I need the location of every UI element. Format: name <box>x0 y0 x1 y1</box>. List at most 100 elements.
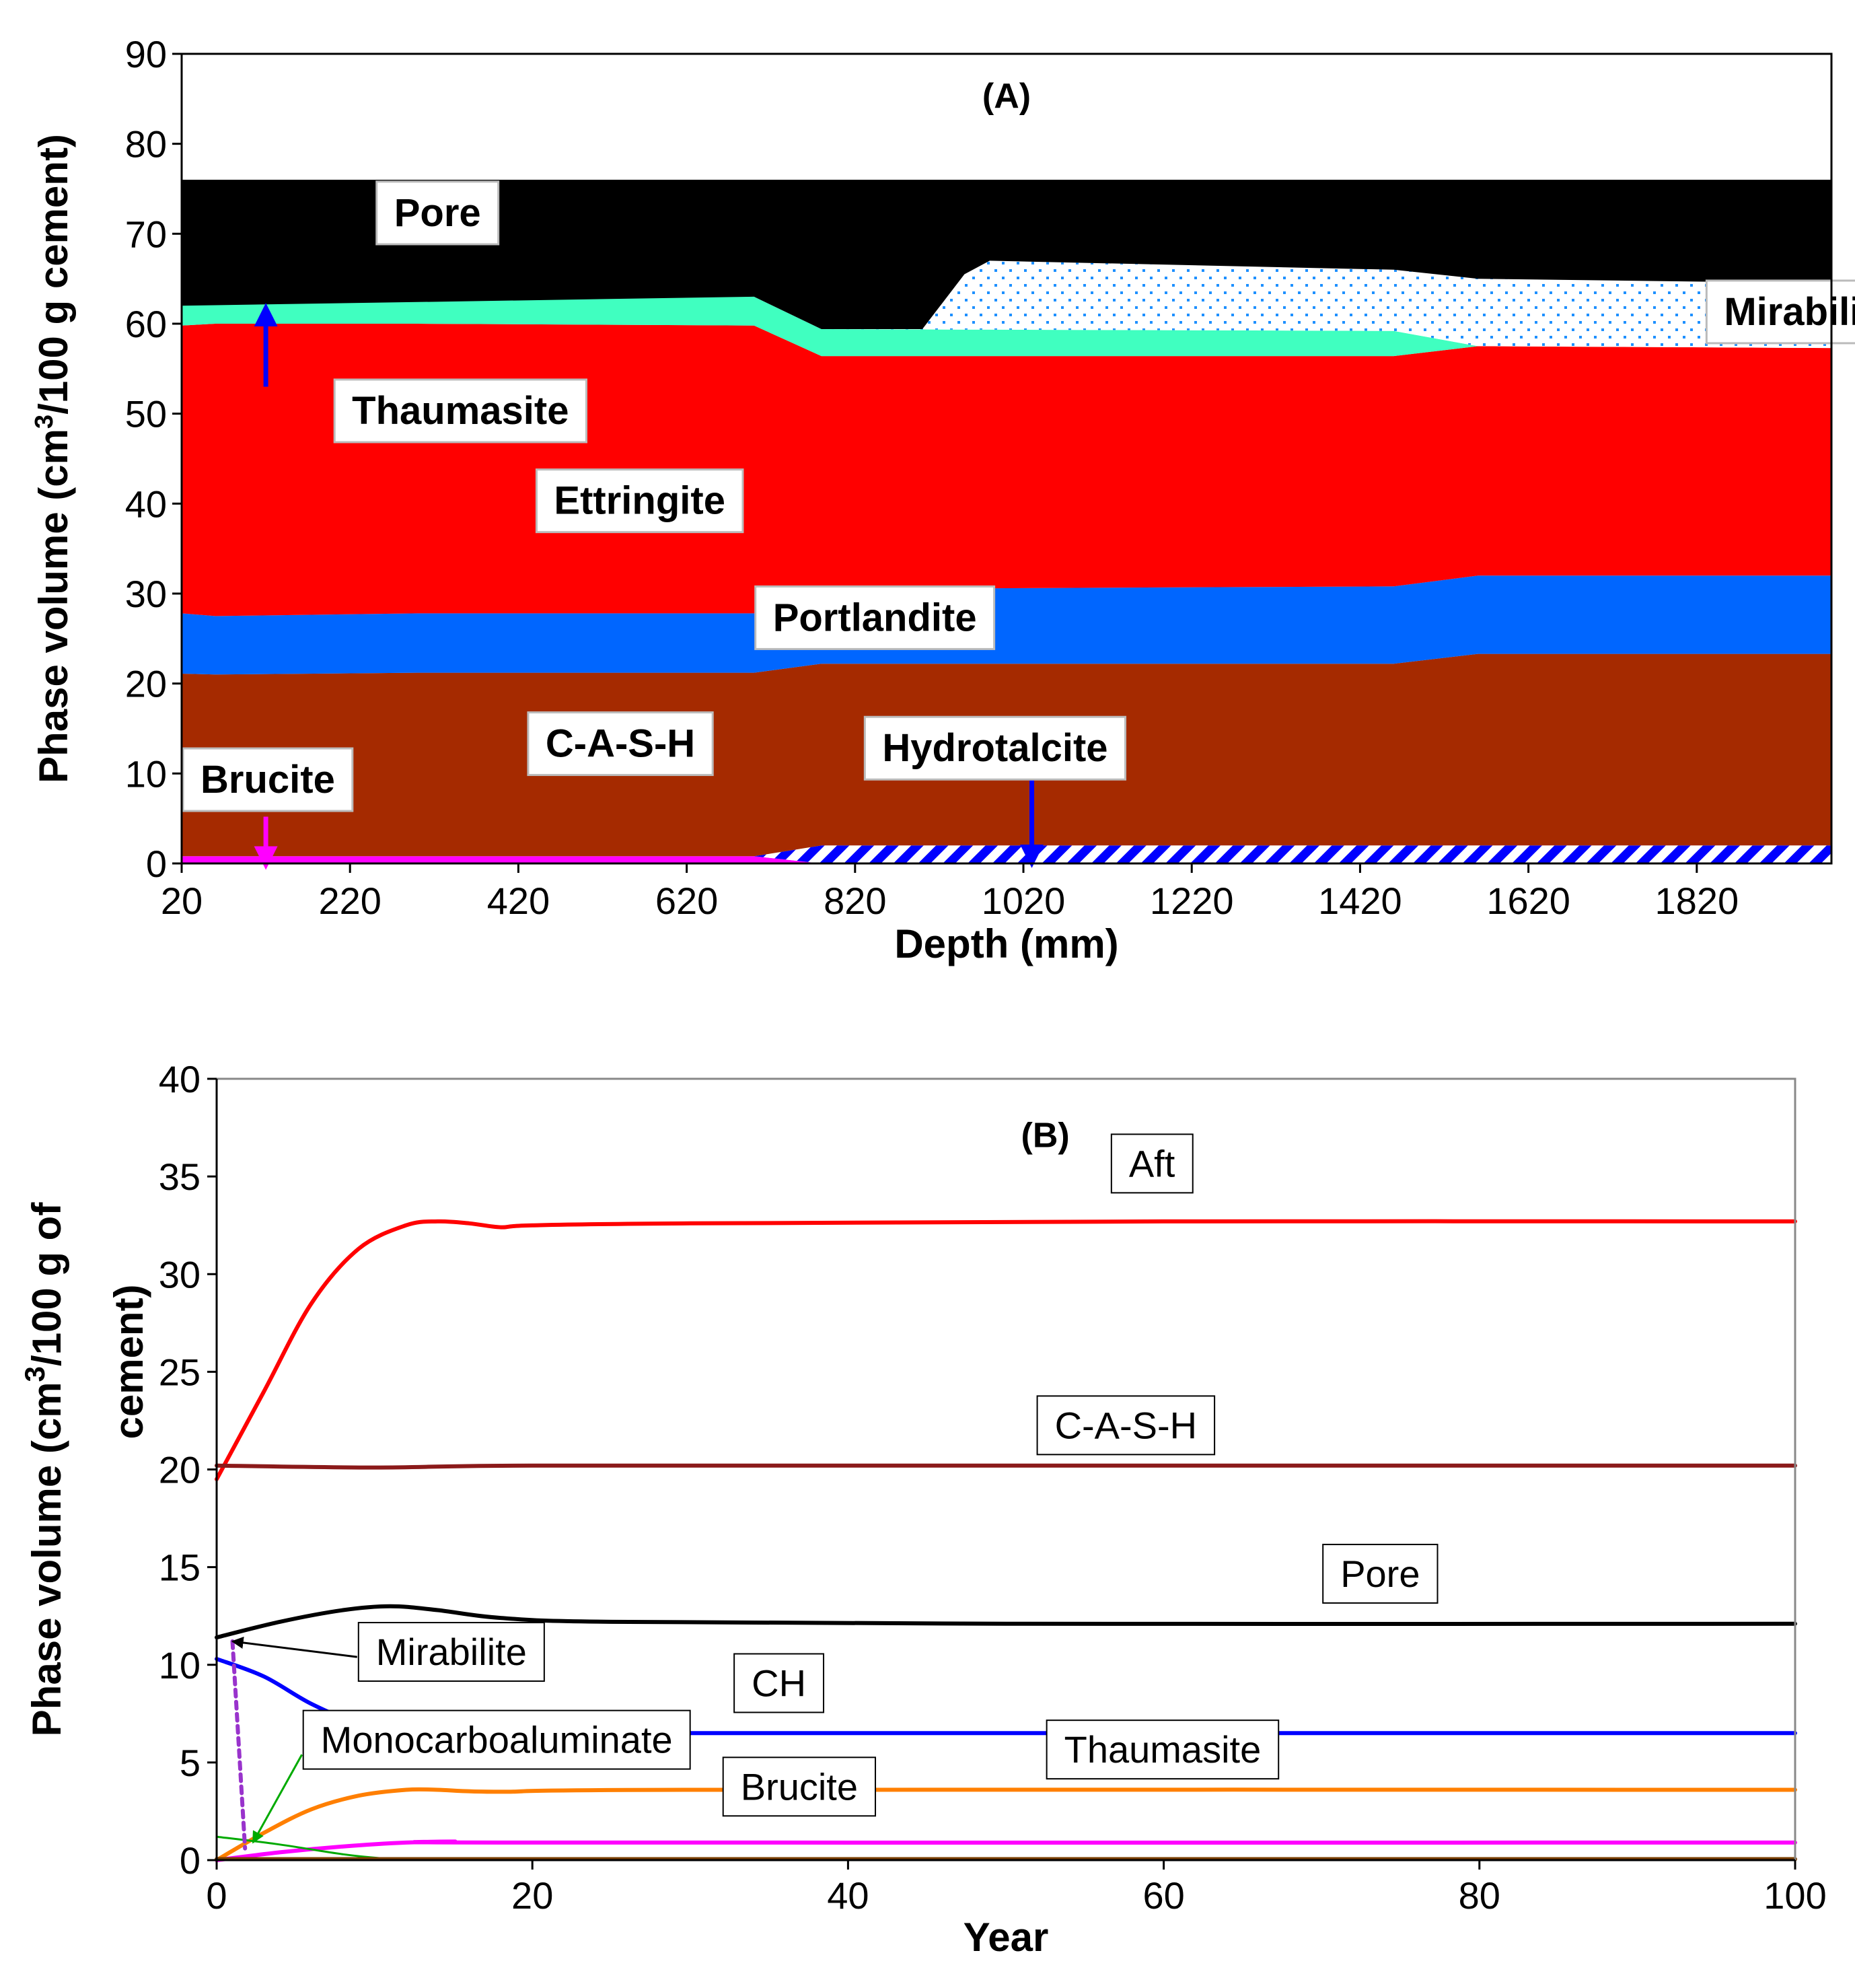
label-text: Thaumasite <box>1064 1728 1262 1771</box>
label-box <box>722 1756 877 1817</box>
y-tick-label: 70 <box>125 213 167 255</box>
panel-b-labels: Aft C-A-S-H Pore Mirabilite CH Monocarboalumi… <box>302 1133 1439 1817</box>
label-box <box>1110 1133 1194 1194</box>
panel-b-ticks: 0 20 40 60 80 100 0 5 10 15 20 25 30 35 40 <box>159 1058 1827 1917</box>
label-text: C-A-S-H <box>1055 1404 1198 1446</box>
label-box <box>375 180 500 246</box>
series-line-c-a-s-h <box>215 1463 1797 1470</box>
panel-b-y-axis-title-line2: cement) <box>106 1284 151 1439</box>
label-box <box>302 1709 691 1770</box>
x-tick-label: 20 <box>511 1874 553 1917</box>
label-text: CH <box>752 1662 806 1704</box>
x-tick-label: 20 <box>161 880 203 922</box>
y-tick-label: 20 <box>125 663 167 705</box>
x-tick-label: 1220 <box>1150 880 1234 922</box>
y-tick-label: 90 <box>125 33 167 75</box>
panel-b-tag: (B) <box>1021 1116 1070 1156</box>
y-tick-label: 30 <box>159 1253 201 1295</box>
x-tick-label: 1020 <box>982 880 1066 922</box>
label-text: Mirabilite <box>376 1631 527 1673</box>
y-tick-label: 30 <box>125 573 167 615</box>
label-brucite: Brucite <box>182 747 354 812</box>
x-tick-label: 1420 <box>1318 880 1402 922</box>
label-box <box>527 711 714 777</box>
panel-a-labels: Pore Thaumasite Mirabilite Ettringite Portla… <box>182 180 1855 812</box>
y-tick-label: 20 <box>159 1449 201 1491</box>
panel-b-y-axis-title-part2: /100 g of <box>24 1202 69 1366</box>
area-hydrotalcite <box>182 845 1831 863</box>
panel-a-y-axis-title-part1: Phase volume (cm <box>31 429 76 783</box>
panel-a-areas <box>182 180 1831 863</box>
x-tick-label: 60 <box>1142 1874 1184 1917</box>
panel-b-arrows <box>231 1637 357 1844</box>
label-box <box>182 747 354 812</box>
label-c-a-s-h: C-A-S-H <box>527 711 714 777</box>
x-tick-label: 220 <box>318 880 381 922</box>
x-tick-label: 100 <box>1763 1874 1826 1917</box>
series-line-pore <box>215 1604 1797 1640</box>
panel-a-ticks: 20 220 420 620 820 1020 1220 1420 1620 1820010203… <box>125 33 1739 922</box>
panel-b-y-axis-title-part1: Phase volume (cm <box>24 1382 69 1736</box>
y-tick-label: 0 <box>146 843 167 885</box>
label-mirabilite: Mirabilite <box>357 1622 545 1682</box>
label-text: Mirabilite <box>1724 290 1855 334</box>
y-tick-label: 40 <box>125 483 167 525</box>
label-box <box>733 1653 825 1713</box>
x-tick-label: 420 <box>487 880 550 922</box>
label-pore: Pore <box>1322 1543 1439 1604</box>
area-thaumasite <box>182 292 1831 357</box>
label-c-a-s-h: C-A-S-H <box>1036 1395 1216 1456</box>
panel-b: Aft C-A-S-H Pore Mirabilite CH Monocarboalumi… <box>19 1058 1827 1960</box>
area-portlandite <box>182 575 1831 675</box>
y-tick-label: 40 <box>159 1058 201 1100</box>
panel-a-y-axis-title-part2: /100 g cement) <box>31 134 76 415</box>
y-tick-label: 10 <box>125 752 167 795</box>
panel-a-y-axis-title: Phase volume (cm3/100 g cement) <box>30 134 76 783</box>
label-box <box>863 715 1127 781</box>
area-brucite <box>182 856 1831 863</box>
monocarboaluminate-pointer <box>252 1754 303 1844</box>
label-text: Portlandite <box>773 596 977 639</box>
label-portlandite: Portlandite <box>754 585 996 650</box>
panel-a-plot-frame <box>180 52 1833 865</box>
y-tick-label: 5 <box>180 1742 201 1784</box>
label-text: C-A-S-H <box>546 722 695 766</box>
label-brucite: Brucite <box>722 1756 877 1817</box>
x-tick-label: 40 <box>827 1874 869 1917</box>
label-box <box>1046 1719 1280 1780</box>
y-tick-label: 25 <box>159 1351 201 1393</box>
label-ch: CH <box>733 1653 825 1713</box>
label-box <box>1705 279 1855 345</box>
panel-a-y-axis-title-superscript: 3 <box>30 415 59 429</box>
label-monocarboaluminate: Monocarboaluminate <box>302 1709 691 1770</box>
series-line-mirabilite <box>230 1639 248 1851</box>
label-box <box>1322 1543 1439 1604</box>
series-line-aft <box>215 1219 1797 1481</box>
panel-a: Pore Thaumasite Mirabilite Ettringite Portla… <box>30 33 1855 966</box>
x-tick-label: 80 <box>1459 1874 1500 1917</box>
x-tick-label: 1820 <box>1655 880 1739 922</box>
area-mirabilite <box>182 260 1831 349</box>
label-box <box>357 1622 545 1682</box>
label-text: Brucite <box>201 758 335 802</box>
label-box <box>754 585 996 650</box>
label-text: Brucite <box>741 1765 858 1808</box>
x-tick-label: 0 <box>206 1874 227 1917</box>
label-box <box>1036 1395 1216 1456</box>
panel-a-tag: (A) <box>982 77 1031 116</box>
mirabilite-pointer <box>231 1637 357 1658</box>
panel-b-y-axis-title-superscript: 3 <box>19 1366 50 1382</box>
label-hydrotalcite: Hydrotalcite <box>863 715 1127 781</box>
label-ettringite: Ettringite <box>535 468 744 534</box>
x-tick-label: 620 <box>655 880 718 922</box>
label-text: Thaumasite <box>352 389 569 433</box>
label-text: Ettringite <box>554 479 725 523</box>
series-line-thaumasite <box>215 1787 1797 1862</box>
y-tick-label: 80 <box>125 123 167 166</box>
y-tick-label: 0 <box>180 1839 201 1882</box>
area-ettringite <box>182 324 1831 616</box>
label-box <box>535 468 744 534</box>
x-tick-label: 820 <box>824 880 886 922</box>
panel-a-x-axis-title: Depth (mm) <box>894 921 1118 966</box>
label-thaumasite: Thaumasite <box>333 378 588 443</box>
